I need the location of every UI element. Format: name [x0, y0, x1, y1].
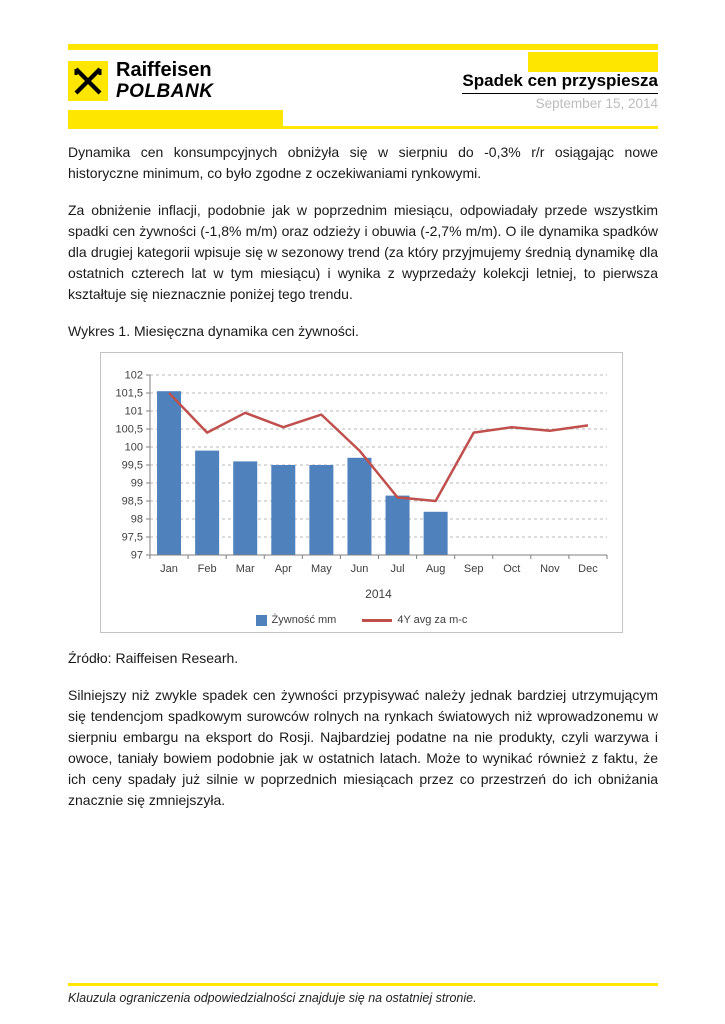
legend-item-line: 4Y avg za m-c: [362, 614, 467, 626]
legend-bar-swatch-icon: [255, 614, 267, 626]
svg-text:Jun: Jun: [351, 563, 369, 575]
svg-text:Dec: Dec: [578, 563, 598, 575]
svg-text:97: 97: [131, 550, 143, 562]
top-accent-rule: [68, 44, 658, 50]
body-paragraph-2: Za obniżenie inflacji, podobnie jak w po…: [68, 202, 658, 302]
legend-item-bar: Żywność mm: [255, 614, 337, 626]
chart-legend: Żywność mm 4Y avg za m-c: [106, 614, 617, 626]
legend-line-label: 4Y avg za m-c: [397, 614, 468, 626]
svg-text:97,5: 97,5: [122, 532, 143, 544]
raiffeisen-polbank-logo: Raiffeisen POLBANK: [68, 60, 213, 101]
svg-text:Oct: Oct: [503, 563, 520, 575]
left-accent-block: [68, 110, 283, 126]
raiffeisen-gable-cross-icon: [68, 60, 108, 101]
source-note: Źródło: Raiffeisen Researh.: [68, 650, 239, 666]
header-divider-rule: [68, 126, 658, 129]
svg-text:100,5: 100,5: [115, 424, 143, 436]
food-price-chart: 102 101,5 101 100,5 100 99,5 99 98,5 98 97,5 97 Jan…: [115, 370, 608, 601]
svg-text:Mar: Mar: [236, 563, 255, 575]
footer-disclaimer: Klauzula ograniczenia odpowiedzialności …: [68, 991, 477, 1005]
svg-text:2014: 2014: [365, 587, 392, 601]
body-paragraph-1: Dynamika cen konsumpcyjnych obniżyła się…: [68, 144, 658, 181]
svg-text:102: 102: [125, 370, 143, 382]
report-date: September 15, 2014: [535, 96, 658, 111]
svg-text:Nov: Nov: [540, 563, 560, 575]
report-body: Dynamika cen konsumpcyjnych obniżyła się…: [68, 142, 658, 827]
svg-text:99: 99: [131, 478, 143, 490]
body-paragraph-3: Silniejszy niż zwykle spadek cen żywnośc…: [68, 687, 658, 808]
footer-accent-rule: [68, 983, 658, 986]
brand-subname: POLBANK: [116, 81, 214, 102]
legend-line-swatch-icon: [362, 618, 393, 622]
svg-text:Jul: Jul: [391, 563, 405, 575]
chart-caption: Wykres 1. Miesięczna dynamika cen żywnoś…: [68, 323, 359, 339]
svg-text:Sep: Sep: [464, 563, 484, 575]
brand-name: Raiffeisen: [116, 59, 212, 81]
svg-text:99,5: 99,5: [122, 460, 143, 472]
svg-text:98,5: 98,5: [122, 496, 143, 508]
svg-text:Apr: Apr: [275, 563, 292, 575]
svg-text:Feb: Feb: [198, 563, 217, 575]
logo-wordmark: Raiffeisen POLBANK: [116, 60, 213, 101]
svg-text:100: 100: [125, 442, 143, 454]
legend-bar-label: Żywność mm: [271, 614, 337, 626]
chart-container: 102 101,5 101 100,5 100 99,5 99 98,5 98 97,5 97 Jan…: [100, 352, 623, 633]
svg-text:Aug: Aug: [426, 563, 446, 575]
svg-text:98: 98: [131, 514, 143, 526]
svg-text:101: 101: [125, 406, 143, 418]
svg-text:101,5: 101,5: [115, 388, 143, 400]
report-title: Spadek cen przyspiesza: [462, 71, 658, 94]
header-accent-block: [528, 52, 658, 72]
svg-text:Jan: Jan: [160, 563, 178, 575]
svg-text:May: May: [311, 563, 332, 575]
